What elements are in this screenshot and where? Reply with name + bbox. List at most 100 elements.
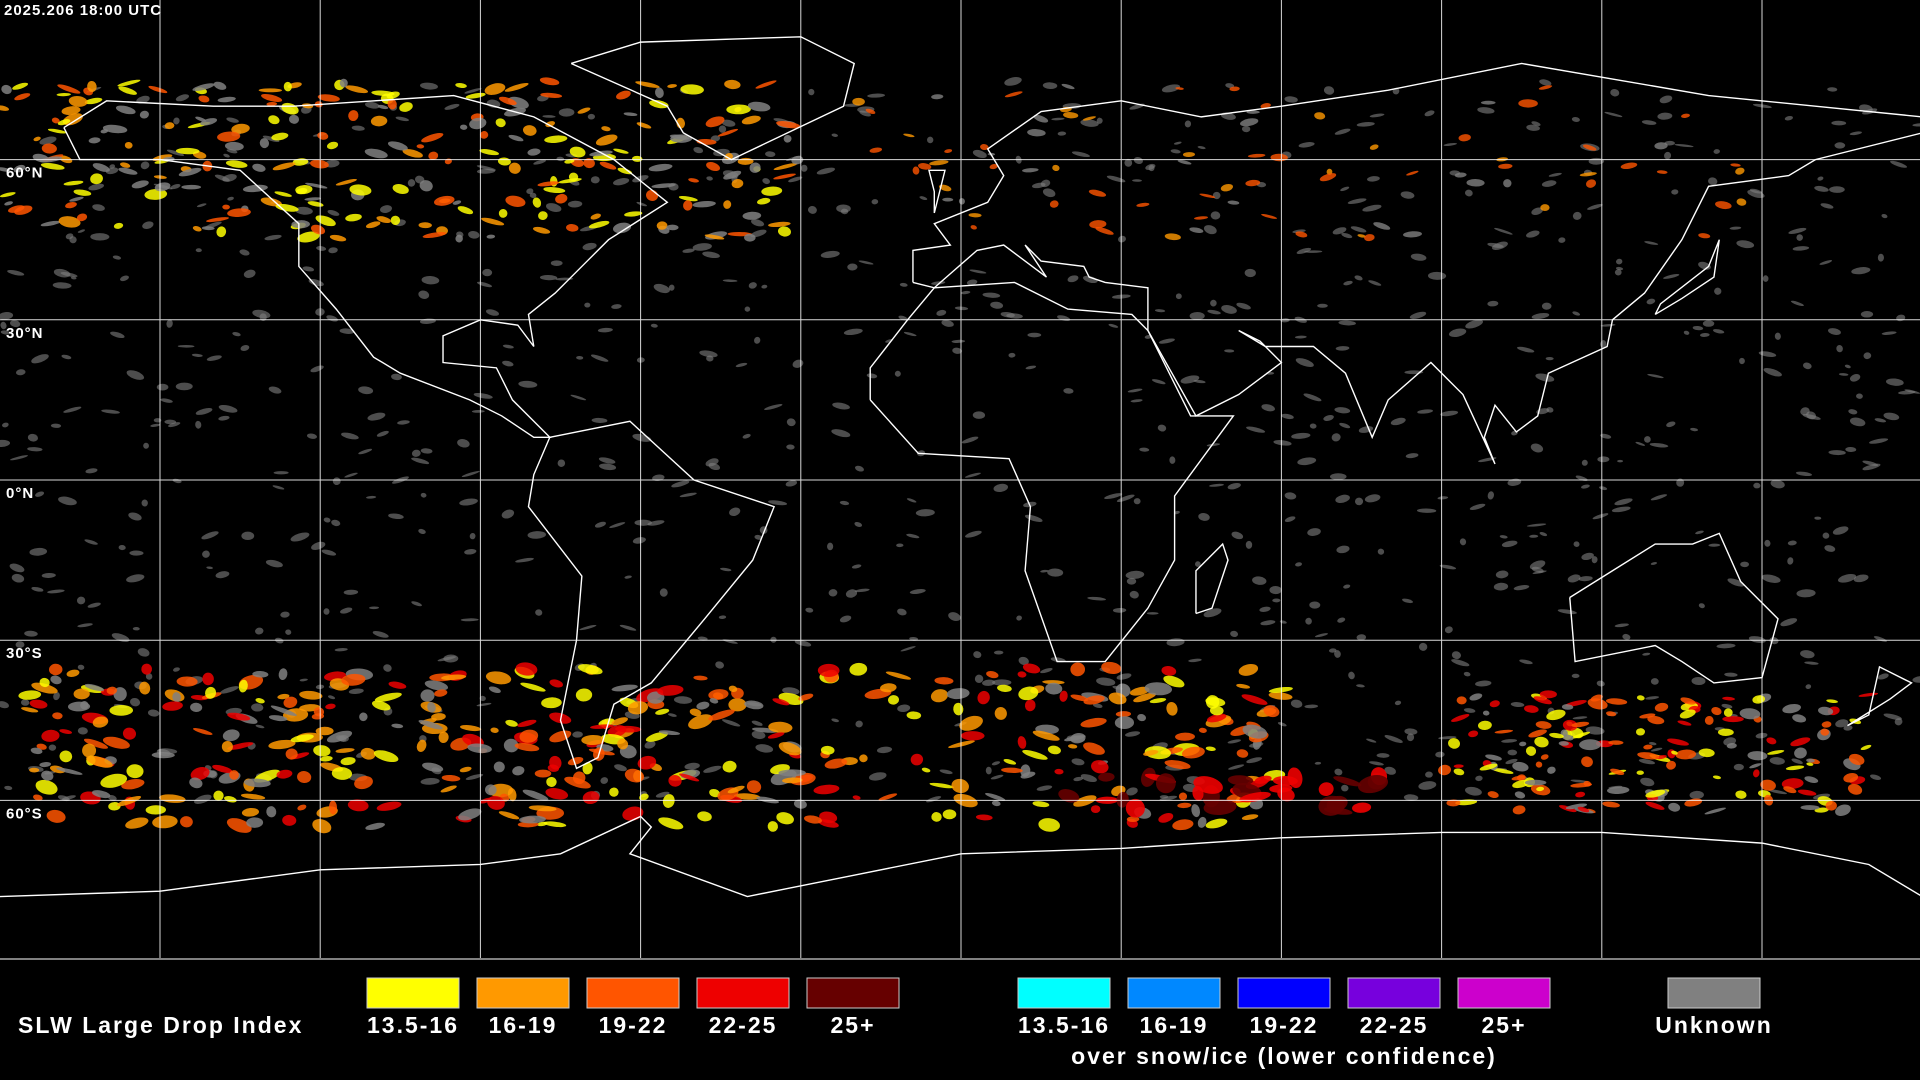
cloud-patch: [515, 662, 538, 676]
cloud-patch: [1572, 716, 1588, 720]
cloud-patch: [659, 588, 668, 597]
cloud-patch: [705, 116, 725, 128]
cloud-patch: [437, 656, 457, 662]
cloud-patch: [1821, 721, 1832, 728]
cloud-patch: [365, 822, 385, 830]
cloud-patch: [1404, 728, 1418, 735]
cloud-patch: [1735, 167, 1745, 175]
cloud-patch: [723, 170, 742, 180]
cloud-patch: [1883, 713, 1902, 720]
cloud-patch: [545, 203, 562, 212]
cloud-patch: [1767, 749, 1785, 755]
cloud-patch: [1126, 787, 1138, 796]
cloud-patch: [1539, 532, 1548, 537]
cloud-patch: [1874, 418, 1887, 423]
cloud-patch: [431, 713, 446, 721]
cloud-patch: [549, 755, 562, 770]
cloud-patch: [139, 110, 149, 119]
cloud-patch: [328, 247, 338, 254]
legend: 13.5-16 16-19 19-22 22-25 25+ 13.5-16 16-19 19-…: [366, 977, 1771, 1069]
cloud-patch: [460, 618, 479, 622]
cloud-patch: [326, 141, 339, 150]
cloud-patch: [1666, 421, 1676, 428]
cloud-patch: [272, 485, 285, 490]
timestamp: 2025.206 18:00 UTC: [4, 2, 162, 19]
cloud-patch: [845, 589, 858, 598]
cloud-patch: [1323, 414, 1334, 421]
cloud-patch: [1824, 545, 1836, 552]
cloud-patch: [1636, 770, 1644, 775]
cloud-patch: [1769, 757, 1785, 765]
cloud-patch: [1354, 497, 1364, 506]
cloud-patch: [1070, 694, 1089, 702]
cloud-patch: [1145, 163, 1156, 170]
cloud-patch: [418, 222, 432, 229]
cloud-patch: [597, 327, 613, 333]
cloud-patch: [335, 748, 355, 753]
cloud-patch: [1722, 696, 1735, 701]
cloud-patch: [68, 95, 88, 107]
cloud-patch: [1538, 85, 1553, 90]
cloud-patch: [205, 686, 217, 699]
cloud-patch: [726, 104, 751, 115]
cloud-patch: [1592, 513, 1609, 520]
cloud-patch: [1790, 300, 1804, 307]
cloud-patch: [1577, 806, 1590, 813]
cloud-patch: [1643, 744, 1653, 750]
cloud-patch: [172, 667, 180, 672]
cloud-patch: [545, 121, 555, 128]
cloud-patch: [724, 79, 741, 90]
cloud-patch: [1562, 719, 1578, 731]
cloud-patch: [391, 723, 404, 729]
cloud-patch: [909, 588, 926, 594]
cloud-patch: [1825, 800, 1837, 811]
cloud-patch: [1870, 774, 1882, 780]
cloud-patch: [53, 692, 60, 701]
cloud-patch: [1268, 686, 1293, 693]
cloud-patch: [655, 708, 670, 715]
cloud-patch: [985, 792, 1006, 801]
cloud-patch: [241, 531, 255, 541]
cloud-patch: [507, 96, 529, 109]
cloud-patch: [1849, 417, 1866, 427]
cloud-patch: [36, 743, 47, 750]
cloud-patch: [388, 513, 404, 520]
cloud-patch: [1059, 690, 1068, 702]
cloud-patch: [1639, 713, 1656, 719]
cloud-patch: [1704, 715, 1714, 725]
cloud-patch: [1091, 760, 1109, 774]
cloud-patch: [1088, 189, 1107, 197]
cloud-patch: [1246, 757, 1263, 764]
cloud-patch: [85, 468, 98, 474]
cloud-patch: [1774, 332, 1781, 340]
cloud-patch: [177, 344, 195, 348]
cloud-patch: [91, 790, 111, 799]
cloud-patch: [555, 193, 568, 204]
cloud-patch: [386, 91, 400, 99]
legend-swatch: [476, 977, 570, 1009]
cloud-patch: [768, 721, 793, 733]
cloud-patch: [1647, 715, 1665, 725]
cloud-patch: [77, 664, 85, 670]
cloud-patch: [1017, 671, 1027, 678]
cloud-patch: [145, 673, 153, 680]
cloud-patch: [1675, 749, 1697, 760]
cloud-patch: [1033, 114, 1049, 123]
cloud-patch: [761, 284, 768, 289]
cloud-patch: [292, 158, 309, 166]
cloud-patch: [411, 449, 421, 457]
cloud-patch: [0, 192, 16, 198]
cloud-patch: [609, 787, 619, 797]
cloud-patch: [1730, 163, 1741, 167]
cloud-patch: [422, 762, 444, 772]
cloud-patch: [1726, 742, 1737, 749]
cloud-patch: [1227, 739, 1241, 744]
cloud-patch: [1727, 578, 1745, 587]
cloud-patch: [1263, 705, 1280, 718]
cloud-patch: [411, 457, 430, 465]
cloud-patch: [1133, 692, 1157, 703]
cloud-patch: [692, 200, 716, 208]
cloud-patch: [1512, 805, 1526, 815]
cloud-patch: [645, 731, 669, 742]
coastline: [928, 169, 946, 214]
